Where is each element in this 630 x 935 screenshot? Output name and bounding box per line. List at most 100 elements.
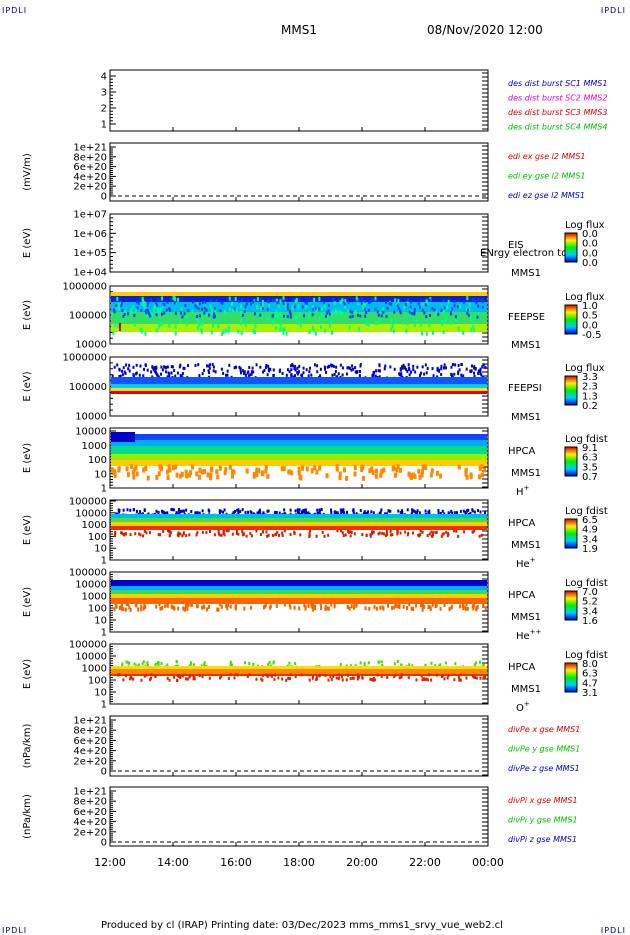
spectrogram-pixel xyxy=(330,312,333,317)
spectrogram-band xyxy=(111,296,487,302)
spectrogram-pixel xyxy=(408,663,411,667)
spectrogram-pixel xyxy=(339,662,342,666)
spectrogram-pixel xyxy=(473,676,476,680)
spectrogram-pixel xyxy=(413,323,416,328)
spectrogram-pixel xyxy=(484,675,487,679)
spectrogram-pixel xyxy=(353,471,357,477)
spectrogram-pixel xyxy=(453,529,456,533)
spectrogram-pixel xyxy=(206,364,209,368)
spectrogram-pixel xyxy=(139,533,142,537)
spectrogram-pixel xyxy=(425,677,428,681)
spectrogram-pixel xyxy=(474,299,477,303)
spectrogram-pixel xyxy=(386,676,389,680)
spectrogram-pixel xyxy=(458,678,461,682)
spectrogram-pixel xyxy=(430,530,433,534)
spectrogram-pixel xyxy=(441,532,444,536)
spectrogram-pixel xyxy=(299,475,303,481)
datetime-title: 08/Nov/2020 12:00 xyxy=(427,23,543,37)
spectrogram-pixel xyxy=(462,606,465,611)
spectrogram-pixel xyxy=(475,301,478,305)
legend-entry: edi ex gse l2 MMS1 xyxy=(508,152,586,161)
spectrogram-pixel xyxy=(331,330,334,335)
spectrogram-pixel xyxy=(367,322,370,327)
y-tick-label: 8e+20 xyxy=(73,797,107,808)
spectrogram-pixel xyxy=(342,508,345,512)
spectrogram-pixel xyxy=(148,312,151,316)
spectrogram-pixel xyxy=(174,464,178,470)
spectrogram-pixel xyxy=(266,373,269,377)
spectrogram-pixel xyxy=(257,468,261,474)
spectrogram-pixel xyxy=(274,533,277,537)
spectrogram-pixel xyxy=(237,511,240,515)
spectrogram-pixel xyxy=(221,331,224,336)
spectrogram-pixel xyxy=(327,364,330,368)
spectrogram-pixel xyxy=(192,300,195,304)
spectrogram-pixel xyxy=(136,306,139,310)
spectrogram-pixel xyxy=(435,673,438,677)
spectrogram-pixel xyxy=(190,661,193,665)
spectrogram-pixel xyxy=(194,363,197,367)
spectrogram-pixel xyxy=(120,304,123,308)
spectrogram-pixel xyxy=(259,313,262,317)
spectrogram-pixel xyxy=(324,604,327,609)
spectrogram-pixel xyxy=(230,663,233,667)
spectrogram-pixel xyxy=(313,605,316,610)
y-tick-label: 1000 xyxy=(82,592,107,603)
spectrogram-pixel xyxy=(197,363,200,367)
spectrogram-pixel xyxy=(249,531,252,535)
colorbar-tick-label: 0.5 xyxy=(582,311,598,322)
spectrogram-pixel xyxy=(160,365,163,369)
spectrogram-pixel xyxy=(208,366,211,370)
spectrogram-pixel xyxy=(297,466,301,472)
spectrogram-pixel xyxy=(371,373,374,377)
spectrogram-pixel xyxy=(282,314,285,318)
spectrogram-pixel xyxy=(193,663,196,667)
spectrogram-pixel xyxy=(272,368,275,372)
spectrogram-pixel xyxy=(356,370,359,374)
spectrogram-pixel xyxy=(473,529,476,533)
spectrogram-pixel xyxy=(447,673,450,677)
spectrogram-pixel xyxy=(158,602,161,607)
spectrogram-pixel xyxy=(294,316,297,321)
spectrogram-pixel xyxy=(153,307,156,312)
spectrogram-pixel xyxy=(350,604,353,609)
spectrogram-pixel xyxy=(186,322,189,327)
spectrogram-pixel xyxy=(279,322,282,327)
spectrogram-pixel xyxy=(298,364,301,368)
spectrogram-pixel xyxy=(255,529,258,533)
spectrogram-band xyxy=(111,518,487,522)
spectrogram-pixel xyxy=(283,602,286,607)
spectrogram-pixel xyxy=(370,510,373,514)
spectrogram-pixel xyxy=(234,673,237,677)
spectrogram-pixel xyxy=(269,367,272,371)
species-label: H+ xyxy=(516,484,530,498)
spectrogram-pixel xyxy=(252,300,255,304)
spectrogram-band xyxy=(111,594,487,598)
spectrogram-pixel xyxy=(161,510,164,514)
spectrogram-pixel xyxy=(232,469,236,475)
spectrogram-pixel xyxy=(379,472,383,478)
x-tick-label: 16:00 xyxy=(220,856,252,869)
spectrogram-pixel xyxy=(474,367,477,371)
spectrogram-pixel xyxy=(262,511,265,515)
spectrogram-pixel xyxy=(439,473,443,479)
spectrogram-pixel xyxy=(161,606,164,611)
spectrogram-pixel xyxy=(196,318,199,323)
spectrogram-pixel xyxy=(282,296,285,301)
spectrogram-pixel xyxy=(207,313,210,317)
spectrogram-pixel xyxy=(286,305,289,309)
spectrogram-pixel xyxy=(220,675,223,679)
spectrogram-pixel xyxy=(133,322,136,327)
spectrogram-pixel xyxy=(464,467,468,473)
colorbar-tick-label: 3.3 xyxy=(582,372,598,383)
colorbar-tick-label: 1.0 xyxy=(582,301,598,312)
spectrogram-pixel xyxy=(157,533,160,537)
spectrogram-pixel xyxy=(273,677,276,681)
spectrogram-pixel xyxy=(364,299,367,303)
spectrogram-pixel xyxy=(139,364,142,368)
spectrogram-pixel xyxy=(342,510,345,514)
spectrogram-pixel xyxy=(324,314,327,318)
spectrogram-pixel xyxy=(454,662,457,666)
spectrogram-pixel xyxy=(220,300,223,304)
spectrogram-pixel xyxy=(408,373,411,377)
